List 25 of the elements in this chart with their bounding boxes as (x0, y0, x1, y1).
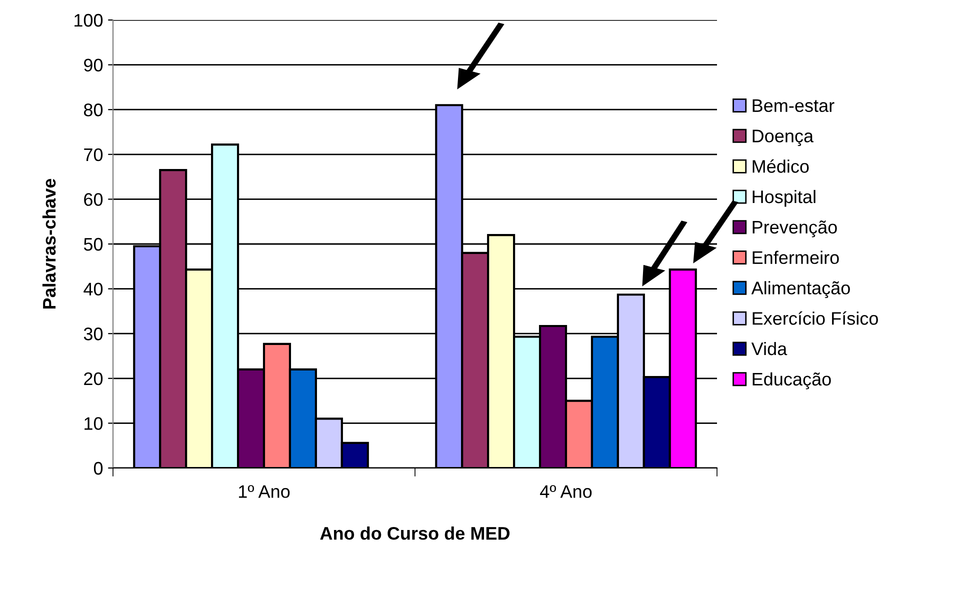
legend-label: Doença (752, 130, 814, 146)
y-tick-label: 50 (84, 238, 103, 251)
y-tick-label: 0 (94, 462, 103, 475)
x-tick-label: 4º Ano (540, 485, 592, 498)
legend-label: Hospital (752, 190, 816, 207)
legend-label: Exercício Físico (752, 311, 878, 325)
y-tick-label: 20 (84, 372, 103, 386)
legend-label: Alimentação (751, 281, 850, 298)
legend-label: Bem-estar (752, 99, 834, 112)
y-tick-label: 80 (84, 104, 103, 116)
y-axis-title: Palavras-chave (42, 178, 56, 309)
y-tick-label: 40 (84, 282, 103, 296)
y-tick-label: 10 (84, 417, 103, 430)
x-axis-title: Ano do Curso de MED (320, 526, 510, 540)
legend-label: Educação (752, 372, 831, 390)
y-tick-label: 30 (84, 328, 103, 340)
legend-label: Médico (752, 159, 809, 173)
legend-label: Prevenção (752, 220, 837, 238)
legend-label: Enfermeiro (752, 250, 839, 264)
y-tick-label: 60 (84, 193, 103, 206)
legend-label: Vida (751, 342, 788, 356)
y-tick-label: 70 (84, 148, 103, 162)
y-tick-label: 100 (74, 14, 103, 27)
x-tick-label: 1º Ano (238, 485, 290, 498)
y-tick-label: 90 (84, 58, 103, 72)
